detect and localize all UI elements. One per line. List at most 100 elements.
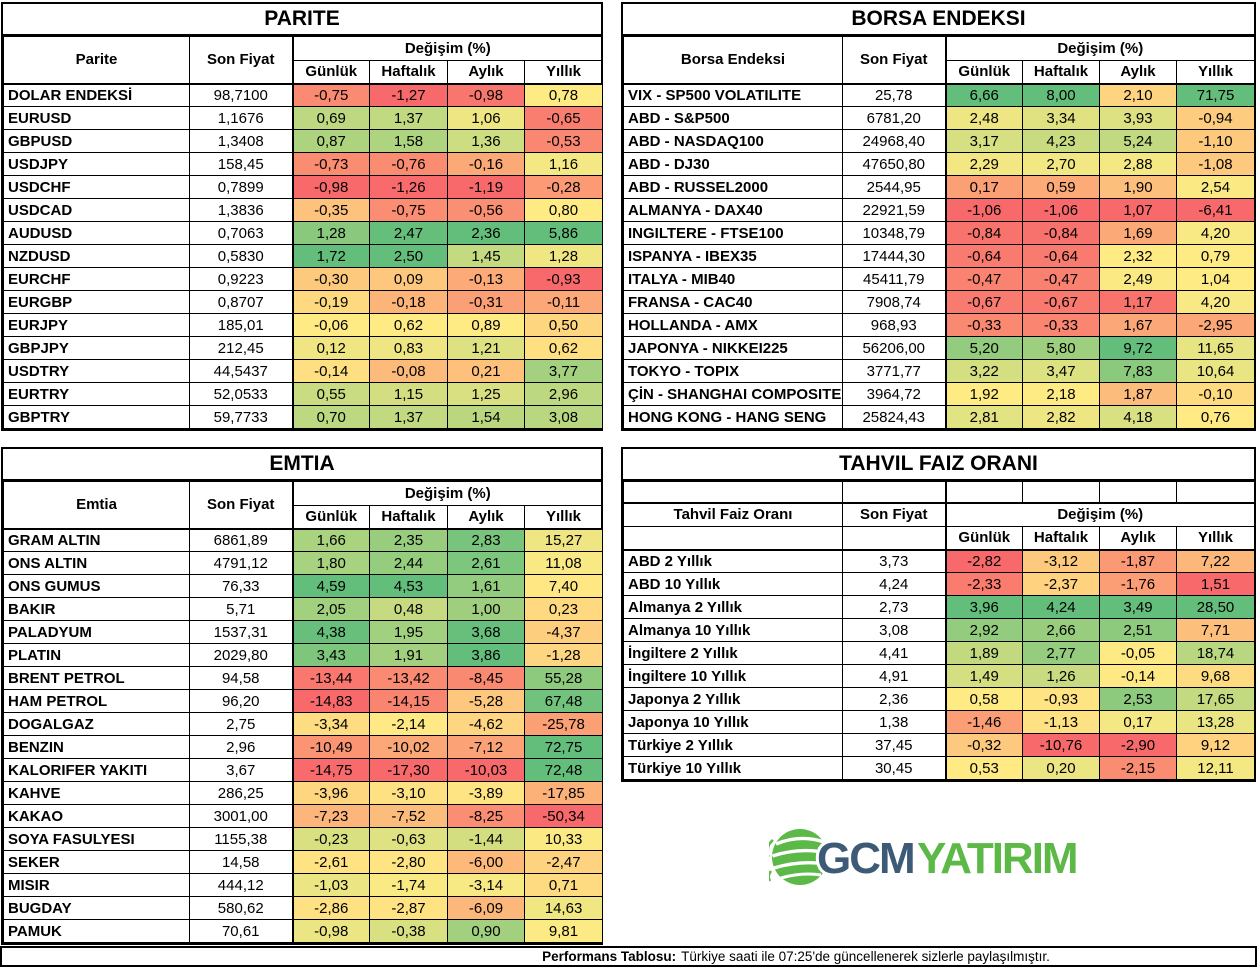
change-value-cell: -0,98 — [292, 175, 370, 199]
change-value-cell: 6,66 — [945, 83, 1023, 107]
change-value-cell: -2,37 — [1022, 572, 1100, 596]
change-value-cell: -7,12 — [447, 735, 525, 759]
last-price-cell: 2029,80 — [189, 643, 294, 667]
change-period-header: Aylık — [447, 60, 525, 85]
change-value-cell: 1,15 — [369, 382, 448, 406]
instrument-name-cell: Japonya 10 Yıllık — [623, 710, 843, 734]
instrument-row: BENZIN 2,96 -10,49 -10,02 -7,12 72,75 — [3, 735, 604, 759]
change-value-cell: 3,93 — [1099, 106, 1177, 130]
last-price-cell: 44,5437 — [189, 359, 294, 383]
instrument-name-cell: USDCHF — [3, 175, 190, 199]
instrument-name-cell: ABD 10 Yıllık — [623, 572, 843, 596]
change-value-cell: 7,71 — [1176, 618, 1255, 642]
instrument-row: Türkiye 10 Yıllık 30,45 0,53 0,20 -2,15 12,11 — [623, 756, 1255, 780]
instrument-name-cell: ÇİN - SHANGHAI COMPOSITE — [623, 382, 843, 406]
blank-cell — [1022, 481, 1100, 504]
change-value-cell: 2,88 — [1099, 152, 1177, 176]
change-value-cell: 1,61 — [447, 574, 525, 598]
last-price-cell: 14,58 — [189, 850, 294, 874]
instrument-row: VIX - SP500 VOLATILITE 25,78 6,66 8,00 2,10 7… — [623, 83, 1256, 107]
change-value-cell: -0,16 — [447, 152, 525, 176]
change-value-cell: 0,55 — [292, 382, 370, 406]
instrument-name-cell: ABD - DJ30 — [623, 152, 843, 176]
change-value-cell: 67,48 — [523, 689, 604, 713]
instrument-name-cell: HOLLANDA - AMX — [623, 313, 843, 337]
change-value-cell: 14,63 — [523, 896, 604, 920]
change-value-cell: -1,10 — [1175, 129, 1256, 153]
instrument-row: USDJPY 158,45 -0,73 -0,76 -0,16 1,16 — [3, 152, 604, 176]
change-period-header: Yıllık — [1175, 60, 1256, 85]
change-value-cell: 5,20 — [945, 336, 1023, 360]
change-value-cell: -0,98 — [447, 83, 525, 107]
instrument-name-cell: NZDUSD — [3, 244, 190, 268]
instrument-name-cell: ITALYA - MIB40 — [623, 267, 843, 291]
change-value-cell: 2,48 — [945, 106, 1023, 130]
change-value-cell: 2,36 — [447, 221, 525, 245]
change-value-cell: 1,21 — [447, 336, 525, 360]
change-period-header: Haftalık — [1022, 526, 1100, 551]
change-value-cell: 2,53 — [1099, 687, 1177, 711]
change-value-cell: 71,75 — [1175, 83, 1256, 107]
change-value-cell: 3,77 — [523, 359, 604, 383]
change-value-cell: 15,27 — [523, 528, 604, 552]
instrument-row: GBPJPY 212,45 0,12 0,83 1,21 0,62 — [3, 336, 604, 360]
instrument-row: DOGALGAZ 2,75 -3,34 -2,14 -4,62 -25,78 — [3, 712, 604, 736]
change-period-header: Günlük — [292, 60, 370, 85]
change-value-cell: 12,11 — [1176, 756, 1255, 780]
instrument-row: BRENT PETROL 94,58 -13,44 -13,42 -8,45 55,28 — [3, 666, 604, 690]
change-period-header: Günlük — [945, 526, 1023, 551]
change-value-cell: -0,30 — [292, 267, 370, 291]
change-value-cell: -0,23 — [292, 827, 370, 851]
instrument-name-cell: FRANSA - CAC40 — [623, 290, 843, 314]
instrument-name-cell: HAM PETROL — [3, 689, 190, 713]
change-value-cell: -2,47 — [523, 850, 604, 874]
instrument-row: EURJPY 185,01 -0,06 0,62 0,89 0,50 — [3, 313, 604, 337]
change-value-cell: 2,29 — [945, 152, 1023, 176]
change-value-cell: 10,33 — [523, 827, 604, 851]
change-period-header: Yıllık — [1176, 526, 1255, 551]
instrument-row: PAMUK 70,61 -0,98 -0,38 0,90 9,81 — [3, 919, 604, 943]
instrument-row: USDCHF 0,7899 -0,98 -1,26 -1,19 -0,28 — [3, 175, 604, 199]
instrument-name-cell: BUGDAY — [3, 896, 190, 920]
instrument-name-cell: BRENT PETROL — [3, 666, 190, 690]
change-value-cell: 3,47 — [1022, 359, 1100, 383]
last-price-cell: 158,45 — [189, 152, 294, 176]
last-price-cell: 6781,20 — [842, 106, 947, 130]
change-value-cell: 0,12 — [292, 336, 370, 360]
change-period-header: Haftalık — [1022, 60, 1100, 85]
last-price-cell: 4791,12 — [189, 551, 294, 575]
instrument-row: SOYA FASULYESI 1155,38 -0,23 -0,63 -1,44 10,3… — [3, 827, 604, 851]
change-value-cell: 1,25 — [447, 382, 525, 406]
last-price-cell: 1,38 — [842, 710, 947, 734]
change-value-cell: 28,50 — [1176, 595, 1255, 619]
change-value-cell: 0,78 — [523, 83, 604, 107]
gcm-yatirim-logo-svg: GCM YATIRIM — [764, 829, 1079, 886]
change-value-cell: 13,28 — [1176, 710, 1255, 734]
change-value-cell: 0,17 — [945, 175, 1023, 199]
change-value-cell: -14,15 — [369, 689, 448, 713]
last-price-cell: 1537,31 — [189, 620, 294, 644]
change-value-cell: -0,67 — [1022, 290, 1100, 314]
instrument-name-cell: EURCHF — [3, 267, 190, 291]
change-value-cell: 1,28 — [523, 244, 604, 268]
change-value-cell: -0,67 — [945, 290, 1023, 314]
logo-text-gcm: GCM — [817, 834, 914, 883]
change-value-cell: 3,34 — [1022, 106, 1100, 130]
change-value-cell: 1,89 — [945, 641, 1023, 665]
last-price-cell: 25824,43 — [842, 405, 947, 429]
table-row: Günlük Haftalık Aylık Yıllık — [4, 505, 604, 530]
change-value-cell: 0,89 — [447, 313, 525, 337]
change-value-cell: 0,50 — [523, 313, 604, 337]
instrument-row: ITALYA - MIB40 45411,79 -0,47 -0,47 2,49 1,04 — [623, 267, 1256, 291]
last-price-cell: 4,24 — [842, 572, 947, 596]
change-value-cell: 1,58 — [369, 129, 448, 153]
change-value-cell: 10,64 — [1175, 359, 1256, 383]
change-value-cell: -1,13 — [1022, 710, 1100, 734]
change-value-cell: 1,16 — [523, 152, 604, 176]
last-price-cell: 212,45 — [189, 336, 294, 360]
change-value-cell: 1,06 — [447, 106, 525, 130]
instrument-row: ABD - NASDAQ100 24968,40 3,17 4,23 5,24 -1,10 — [623, 129, 1256, 153]
change-value-cell: 1,51 — [1176, 572, 1255, 596]
last-price-cell: 1,1676 — [189, 106, 294, 130]
change-value-cell: -3,89 — [447, 781, 525, 805]
